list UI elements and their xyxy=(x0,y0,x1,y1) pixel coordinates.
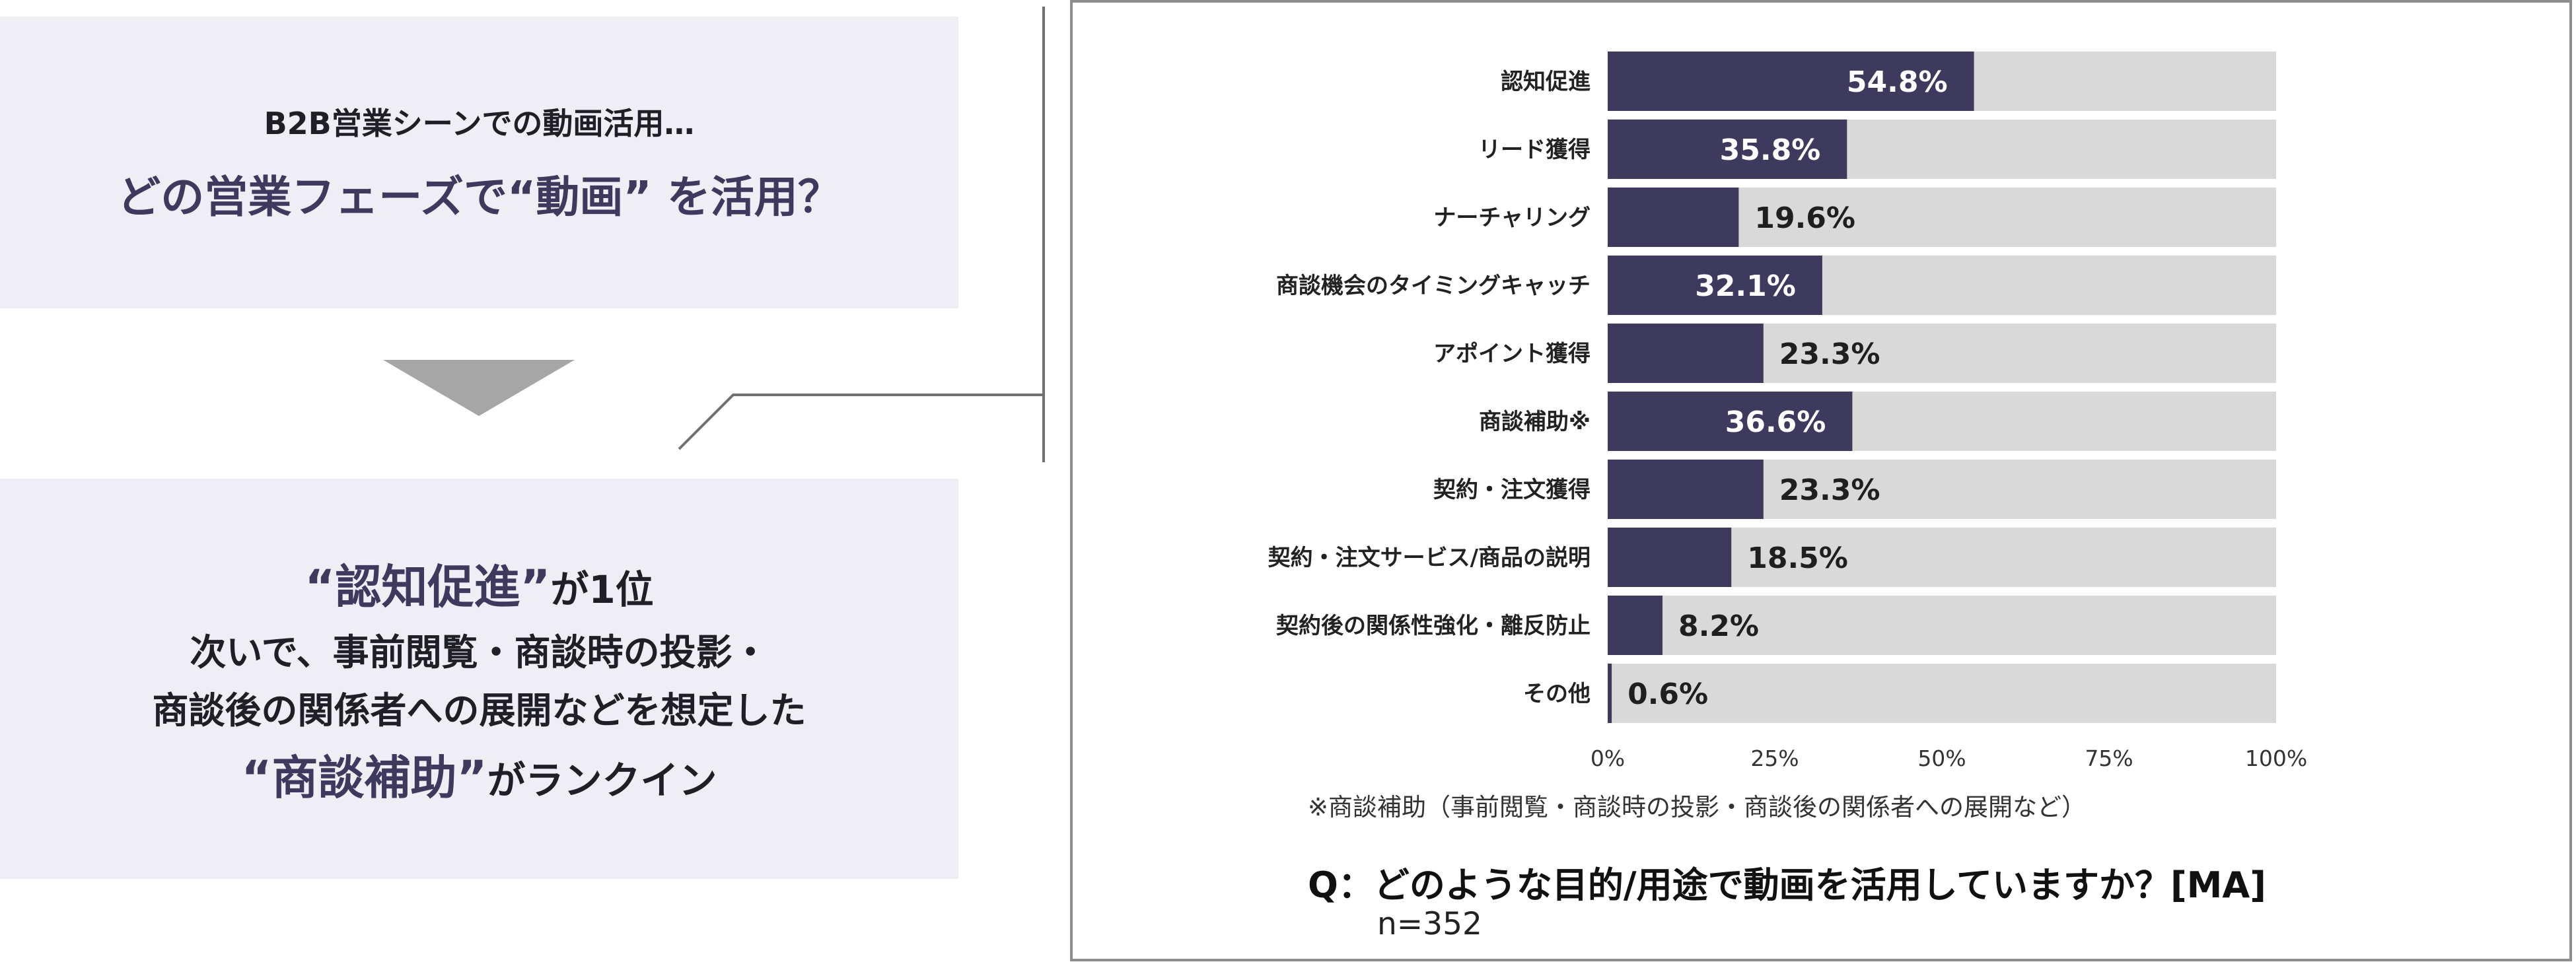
value-label: 23.3% xyxy=(1779,473,1880,507)
category-label: 契約後の関係性強化・離反防止 xyxy=(1276,613,1591,639)
bar-track xyxy=(1608,596,2276,655)
conclusion-line-3: 商談後の関係者への展開などを想定した xyxy=(152,689,806,732)
x-tick-label: 25% xyxy=(1750,745,1799,771)
bar xyxy=(1608,596,1663,655)
value-label: 32.1% xyxy=(1695,269,1796,303)
bar xyxy=(1608,392,1853,451)
category-label: 契約・注文サービス/商品の説明 xyxy=(1268,545,1591,571)
bar xyxy=(1608,188,1739,247)
chart-footnote: ※商談補助（事前閲覧・商談時の投影・商談後の関係者への展開など） xyxy=(1308,793,2086,821)
value-label: 23.3% xyxy=(1779,337,1880,371)
question-heading: どの営業フェーズで“動画” を活用？ xyxy=(117,172,841,223)
category-label: アポイント獲得 xyxy=(1433,341,1591,367)
x-tick-label: 0% xyxy=(1591,745,1625,771)
category-label: 商談補助※ xyxy=(1479,409,1591,435)
conclusion-highlight-2: “商談補助” xyxy=(241,751,487,805)
sample-size: n=352 xyxy=(1377,906,1482,942)
value-label: 36.6% xyxy=(1725,405,1826,439)
value-label: 35.8% xyxy=(1720,133,1821,167)
connector-line xyxy=(678,7,1045,462)
down-arrow-icon xyxy=(383,360,575,416)
value-label: 8.2% xyxy=(1678,609,1759,643)
conclusion-tail-2: がランクイン xyxy=(487,758,717,803)
category-label: ナーチャリング xyxy=(1433,205,1591,231)
bar xyxy=(1608,52,1974,111)
bar xyxy=(1608,120,1847,179)
x-tick-label: 100% xyxy=(2245,745,2307,771)
bar xyxy=(1608,460,1764,519)
pre-question-text: B2B営業シーンでの動画活用… xyxy=(264,106,695,141)
value-label: 18.5% xyxy=(1747,541,1848,575)
x-tick-label: 50% xyxy=(1917,745,1966,771)
x-tick-label: 75% xyxy=(2085,745,2133,771)
bar xyxy=(1608,664,1612,723)
bar xyxy=(1608,324,1764,383)
value-label: 19.6% xyxy=(1754,201,1855,235)
category-label: その他 xyxy=(1523,681,1591,707)
value-label: 0.6% xyxy=(1628,677,1708,711)
conclusion-panel: “認知促進”が1位 次いで、事前閲覧・商談時の投影・ 商談後の関係者への展開など… xyxy=(0,479,958,879)
conclusion-tail-1: が1位 xyxy=(550,567,654,612)
conclusion-highlight-1: “認知促進” xyxy=(304,560,551,614)
bar xyxy=(1608,528,1732,587)
category-label: 認知促進 xyxy=(1501,69,1591,95)
bar-track xyxy=(1608,664,2276,723)
survey-question: Q：どのような目的/用途で動画を活用していますか？[MA] xyxy=(1308,864,2266,906)
bar xyxy=(1608,256,1822,315)
conclusion-line-1: “認知促進”が1位 xyxy=(304,550,653,617)
category-label: リード獲得 xyxy=(1478,137,1591,163)
category-label: 商談機会のタイミングキャッチ xyxy=(1276,273,1591,299)
question-panel: B2B営業シーンでの動画活用… どの営業フェーズで“動画” を活用？ xyxy=(0,17,958,308)
value-label: 54.8% xyxy=(1847,65,1948,99)
conclusion-line-2: 次いで、事前閲覧・商談時の投影・ xyxy=(190,631,769,674)
conclusion-line-4: “商談補助”がランクイン xyxy=(241,741,717,808)
category-label: 契約・注文獲得 xyxy=(1433,477,1591,503)
